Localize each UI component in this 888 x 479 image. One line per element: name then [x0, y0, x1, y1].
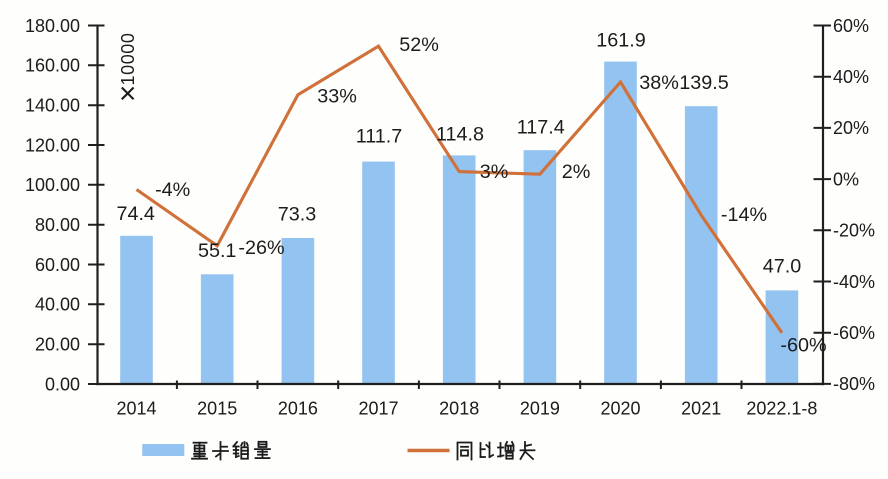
- svg-text:40%: 40%: [833, 67, 869, 87]
- svg-text:117.4: 117.4: [517, 117, 565, 139]
- svg-text:-80%: -80%: [833, 374, 875, 394]
- svg-text:20.00: 20.00: [35, 335, 80, 355]
- svg-text:2%: 2%: [562, 161, 591, 183]
- svg-text:0.00: 0.00: [45, 374, 80, 394]
- svg-text:160.00: 160.00: [25, 56, 80, 76]
- svg-text:-60%: -60%: [833, 323, 875, 343]
- svg-text:2015: 2015: [197, 399, 237, 419]
- svg-text:-60%: -60%: [780, 335, 826, 357]
- svg-text:2016: 2016: [278, 399, 318, 419]
- svg-text:114.8: 114.8: [436, 124, 484, 146]
- svg-text:80.00: 80.00: [35, 215, 80, 235]
- svg-text:140.00: 140.00: [25, 96, 80, 116]
- svg-text:-4%: -4%: [155, 179, 190, 201]
- svg-text:0%: 0%: [833, 169, 859, 189]
- svg-text:40.00: 40.00: [35, 295, 80, 315]
- svg-text:161.9: 161.9: [596, 30, 646, 52]
- svg-text:2020: 2020: [600, 399, 640, 419]
- svg-text:100.00: 100.00: [25, 175, 80, 195]
- svg-text:33%: 33%: [317, 86, 357, 108]
- svg-text:2019: 2019: [520, 399, 560, 419]
- svg-text:20%: 20%: [833, 118, 869, 138]
- svg-text:47.0: 47.0: [763, 256, 802, 278]
- svg-text:2018: 2018: [439, 399, 479, 419]
- svg-text:10000: 10000: [118, 32, 138, 85]
- svg-text:2017: 2017: [358, 399, 398, 419]
- svg-text:2021: 2021: [681, 399, 721, 419]
- svg-text:38%: 38%: [639, 72, 679, 94]
- svg-text:2022.1-8: 2022.1-8: [746, 399, 817, 419]
- svg-text:111.7: 111.7: [356, 125, 403, 147]
- svg-text:60%: 60%: [833, 16, 869, 36]
- svg-text:139.5: 139.5: [679, 72, 729, 94]
- svg-text:60.00: 60.00: [35, 255, 80, 275]
- svg-text:-20%: -20%: [833, 221, 875, 241]
- svg-text:-26%: -26%: [238, 237, 284, 259]
- svg-text:73.3: 73.3: [278, 204, 317, 226]
- svg-text:180.00: 180.00: [25, 16, 80, 36]
- svg-text:-40%: -40%: [833, 272, 875, 292]
- svg-text:55.1: 55.1: [198, 240, 237, 262]
- svg-text:3%: 3%: [480, 161, 509, 183]
- svg-text:2014: 2014: [116, 399, 156, 419]
- svg-text:-14%: -14%: [721, 204, 767, 226]
- svg-text:52%: 52%: [399, 34, 439, 56]
- svg-text:74.4: 74.4: [116, 203, 155, 225]
- svg-text:120.00: 120.00: [25, 135, 80, 155]
